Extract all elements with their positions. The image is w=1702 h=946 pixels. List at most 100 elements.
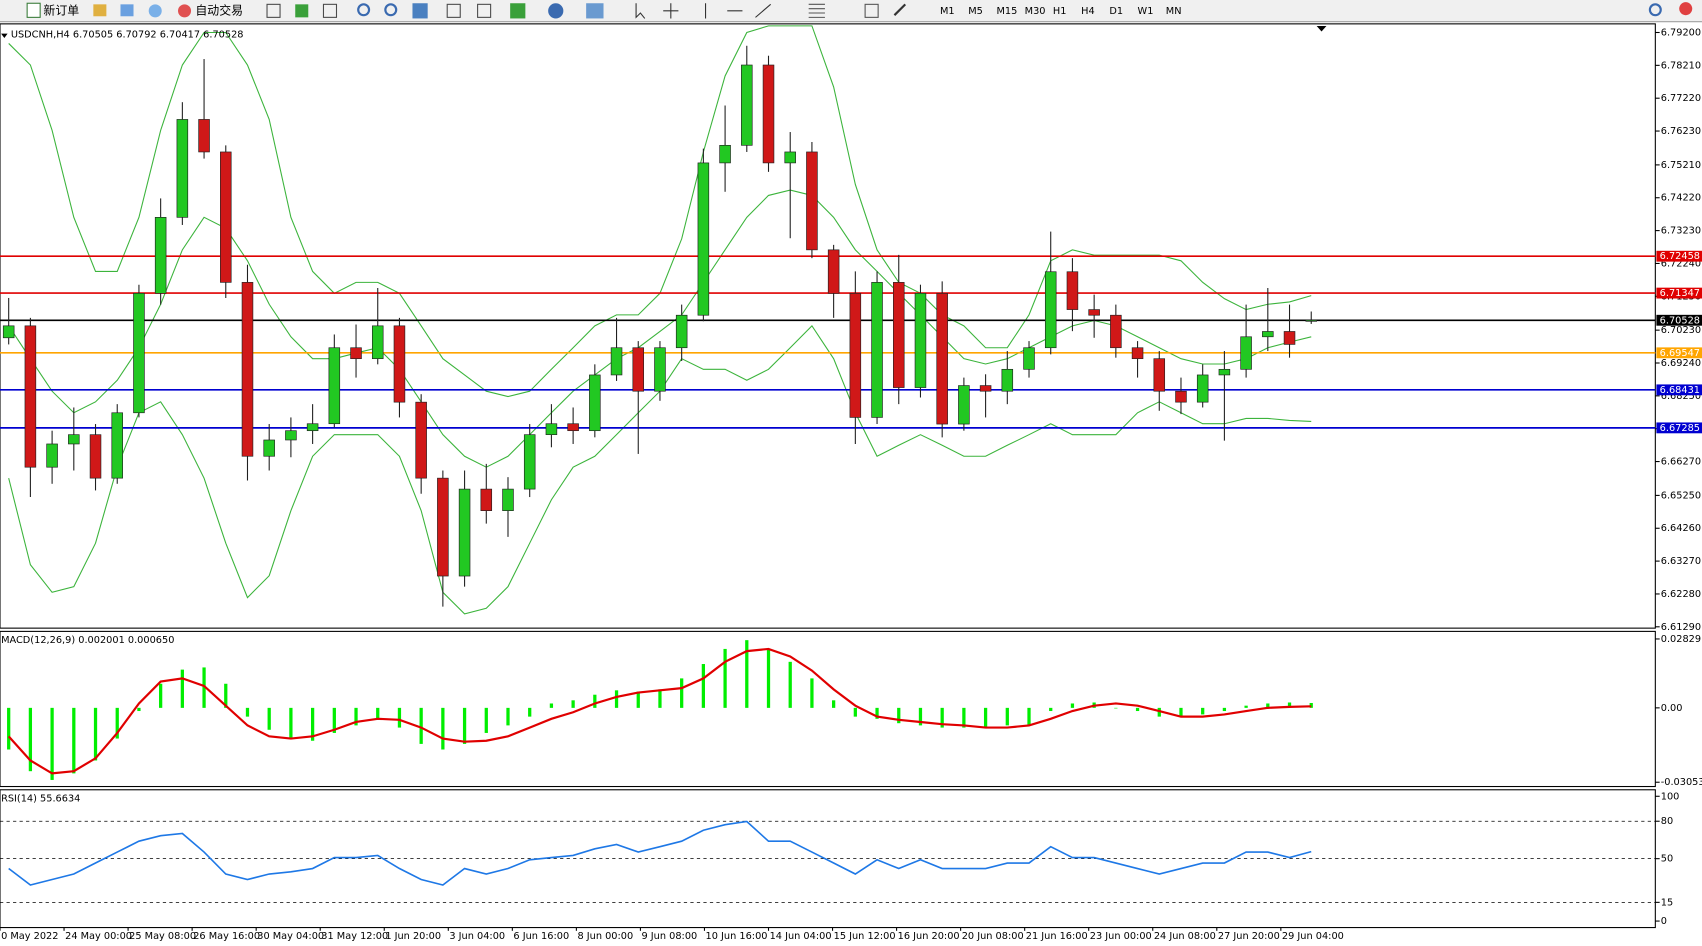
timeframe-button[interactable]: H4: [1081, 6, 1095, 17]
macd-bar: [354, 707, 358, 726]
search-icon[interactable]: [1648, 3, 1662, 17]
macd-bar: [701, 664, 706, 708]
zoom-out-icon[interactable]: [384, 3, 398, 17]
scroll-icon[interactable]: [446, 3, 461, 18]
macd-panel: [0, 630, 1656, 788]
macd-bar: [1114, 707, 1118, 709]
macd-bar: [1266, 703, 1270, 708]
candle-body: [719, 144, 731, 164]
macd-bar: [376, 707, 380, 719]
x-tick-label: 24 Jun 08:00: [1154, 931, 1216, 942]
candle-body: [979, 385, 992, 392]
candle-body: [198, 119, 210, 153]
macd-bar: [1201, 707, 1205, 715]
icon[interactable]: [120, 4, 134, 17]
candle-body: [24, 325, 37, 468]
candle-body: [784, 151, 796, 164]
macd-bar: [115, 707, 119, 739]
cursor-icon[interactable]: [635, 3, 646, 19]
macd-bar: [1244, 705, 1248, 708]
candle-body: [328, 347, 341, 425]
signal-line: [7, 647, 1312, 775]
macd-bar: [180, 669, 184, 708]
timeframe-button[interactable]: MN: [1166, 6, 1182, 17]
level-label-bg: [1656, 287, 1702, 299]
macd-bar: [571, 700, 575, 708]
periods-icon[interactable]: [548, 3, 564, 19]
macd-bar: [680, 678, 684, 708]
auto-trade-button[interactable]: 自动交易: [195, 3, 243, 17]
x-tick-label: 26 May 16:00: [193, 931, 260, 942]
timeframe-button[interactable]: M15: [996, 6, 1017, 17]
level-label-bg: [1656, 250, 1702, 262]
macd-bar: [897, 707, 901, 724]
candle-body: [654, 347, 666, 392]
candle-body: [480, 488, 493, 511]
candle-icon[interactable]: [295, 4, 309, 18]
label-icon[interactable]: [864, 3, 879, 18]
line-icon[interactable]: [322, 3, 338, 18]
macd-bar: [658, 689, 662, 708]
candle-body: [1196, 374, 1209, 403]
macd-bar: [1222, 707, 1227, 712]
macd-bar: [810, 678, 814, 708]
candle-body: [220, 151, 232, 283]
candle-body: [285, 430, 297, 441]
candle-body: [1175, 390, 1187, 403]
candle-body: [1153, 358, 1166, 392]
macd-bar: [50, 707, 54, 780]
candle-body: [936, 292, 948, 425]
timeframe-button[interactable]: D1: [1109, 6, 1123, 17]
y-tick-label: 6.65250: [1661, 490, 1701, 501]
candle-body: [958, 385, 970, 425]
fibo-icon[interactable]: [808, 3, 825, 18]
arrow-icon[interactable]: [893, 3, 907, 16]
candle-body: [1305, 319, 1317, 322]
timeframe-button[interactable]: M5: [968, 6, 983, 17]
macd-bar: [1027, 707, 1031, 726]
y-tick-label: 6.62280: [1661, 589, 1701, 600]
level-label-bg: [1656, 422, 1702, 434]
macd-bar: [202, 667, 206, 708]
rsi-title: RSI(14) 55.6634: [1, 793, 80, 804]
timeframe-button[interactable]: M1: [940, 6, 955, 17]
templates-icon[interactable]: [586, 3, 604, 19]
x-tick-label: 31 May 12:00: [321, 931, 388, 942]
auto-trade-icon[interactable]: [178, 4, 192, 18]
timeframe-button[interactable]: W1: [1138, 6, 1154, 17]
candle-body: [1131, 347, 1144, 360]
candle-body: [1240, 336, 1252, 370]
candle-body: [806, 151, 818, 251]
notification-icon[interactable]: [1679, 2, 1693, 16]
line-tools[interactable]: [705, 3, 772, 19]
candle-body: [1044, 271, 1057, 349]
macd-bar: [723, 648, 727, 708]
level-label: 6.69547: [1660, 348, 1700, 359]
indicators-icon[interactable]: [510, 3, 526, 19]
tile-icon[interactable]: [412, 3, 428, 19]
icon[interactable]: [93, 4, 107, 17]
x-tick-label: 20 Jun 08:00: [962, 931, 1024, 942]
shift-icon[interactable]: [477, 3, 492, 18]
y-tick-label: 6.63270: [1661, 556, 1701, 567]
main-panel: [0, 23, 1656, 629]
candle-body: [111, 412, 123, 479]
macd-bar: [766, 648, 771, 708]
y-tick-label: 6.74220: [1661, 193, 1701, 204]
macd-bar: [983, 707, 988, 728]
macd-bar: [462, 707, 467, 744]
macd-bar: [614, 690, 619, 708]
crosshair-icon[interactable]: [663, 3, 679, 19]
x-tick-label: 24 May 00:00: [65, 931, 132, 942]
zoom-in-icon[interactable]: [357, 3, 371, 17]
y-tick-label: 0.02829: [1661, 634, 1701, 645]
new-order-icon[interactable]: [26, 2, 41, 18]
bar-chart-icon[interactable]: [266, 3, 281, 18]
timeframe-button[interactable]: M30: [1025, 6, 1046, 17]
icon[interactable]: [148, 4, 162, 18]
candle-body: [2, 325, 15, 339]
timeframe-button[interactable]: H1: [1053, 6, 1067, 17]
new-order-button[interactable]: 新订单: [43, 3, 79, 17]
candle-body: [89, 434, 102, 479]
candle-body: [871, 282, 883, 418]
